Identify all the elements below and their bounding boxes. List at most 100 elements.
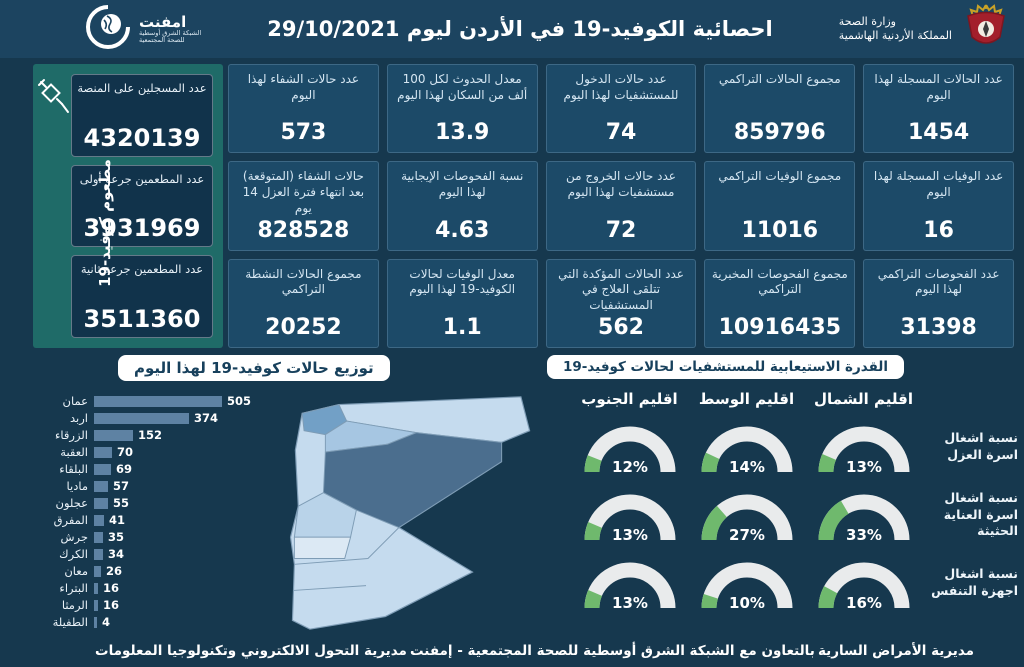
bar-row: الطفيلة 4 xyxy=(10,615,310,629)
vaccination-stat-box: عدد المطعمين جرعة ثانية 3511360 xyxy=(71,255,213,339)
bar xyxy=(94,548,103,560)
vaccination-boxes: عدد المسجلين على المنصة 4320139 عدد المطعم… xyxy=(69,64,223,348)
bar-value: 34 xyxy=(108,547,125,561)
svg-text:13%: 13% xyxy=(612,594,648,612)
stat-card-value: 13.9 xyxy=(435,120,490,146)
stat-card-value: 1.1 xyxy=(442,315,482,340)
bar-row: الكرك 34 xyxy=(10,547,310,561)
gauge-row-label: نسبة اشغال اسرة العناية الحثيثة xyxy=(943,489,1018,539)
vaccination-stat-box: عدد المسجلين على المنصة 4320139 xyxy=(71,74,213,157)
occupancy-gauge: 13% xyxy=(805,416,922,478)
stat-card: نسبة الفحوصات الإيجابية لهذا اليوم 4.63 xyxy=(386,161,538,251)
ministry-text: وزارة الصحة المملكة الأردنية الهاشمية xyxy=(839,15,952,43)
occupancy-gauge: 14% xyxy=(688,416,805,478)
stat-card-label: مجموع الحالات التراكمي xyxy=(718,72,841,86)
svg-text:16%: 16% xyxy=(846,594,882,612)
bar-row: اربد 374 xyxy=(10,411,310,425)
ministry-block: وزارة الصحة المملكة الأردنية الهاشمية xyxy=(839,3,1012,55)
bar-value: 70 xyxy=(117,445,134,459)
svg-text:12%: 12% xyxy=(612,458,648,476)
bar xyxy=(94,514,104,526)
bar xyxy=(94,463,111,475)
bar-row: المفرق 41 xyxy=(10,513,310,527)
hospital-capacity-section: القدرة الاستيعابية للمستشفيات لحالات كوف… xyxy=(546,352,1024,644)
bar-category-label: العقبة xyxy=(60,445,88,459)
stat-card: عدد حالات الدخول للمستشفيات لهذا اليوم 74 xyxy=(545,64,697,154)
vaccination-stat-label: عدد المطعمين جرعة أولى xyxy=(79,171,205,186)
region-madaba xyxy=(293,536,352,559)
bar xyxy=(94,565,101,577)
occupancy-gauge: 33% xyxy=(805,484,922,546)
bar-category-label: الرمثا xyxy=(61,598,88,612)
stat-card-label: عدد حالات الدخول للمستشفيات لهذا اليوم xyxy=(563,72,679,102)
svg-text:10%: 10% xyxy=(729,594,765,612)
header-bar: امفنت الشبكة الشرق أوسطية للصحة المجتمعي… xyxy=(0,0,1024,58)
bar-value: 41 xyxy=(109,513,126,527)
occupancy-gauge: 10% xyxy=(688,552,805,614)
bar xyxy=(94,582,98,594)
emphnet-logo: امفنت الشبكة الشرق أوسطية للصحة المجتمعي… xyxy=(85,4,201,54)
bar-row: عمان 505 xyxy=(10,394,310,408)
bar-category-label: عجلون xyxy=(55,496,88,510)
stat-card-value: 10916435 xyxy=(718,315,842,340)
occupancy-gauge: 13% xyxy=(571,484,688,546)
bar-row: البتراء 16 xyxy=(10,581,310,595)
bar-row: جرش 35 xyxy=(10,530,310,544)
region-tafileh-border xyxy=(293,585,367,591)
stat-card-label: معدل الوفيات لحالات الكوفيد-19 لهذا اليو… xyxy=(409,266,516,297)
stat-card-value: 74 xyxy=(605,120,637,146)
region-header: اقليم الجنوب xyxy=(581,390,678,408)
occupancy-gauge: 12% xyxy=(571,416,688,478)
bar-value: 4 xyxy=(102,615,111,629)
stat-card-label: حالات الشفاء (المتوقعة) بعد انتهاء فترة … xyxy=(242,169,365,215)
vaccination-panel-strip: مطعوم كوفيد-19 xyxy=(33,64,114,348)
governorate-bar-chart: عمان 505 اربد 374 الزرقاء 152 العقبة 70 البلقاء 6… xyxy=(10,394,310,629)
capacity-title: القدرة الاستيعابية للمستشفيات لحالات كوف… xyxy=(546,355,904,379)
region-balqa xyxy=(293,492,357,538)
bar-row: معان 26 xyxy=(10,564,310,578)
svg-text:13%: 13% xyxy=(846,458,882,476)
stat-card: عدد الحالات المؤكدة التي تتلقى العلاج في… xyxy=(545,258,697,348)
occupancy-gauge: 16% xyxy=(805,552,922,614)
report-date: 29/10/2021 xyxy=(267,17,400,41)
stat-card-value: 4.63 xyxy=(435,217,490,243)
svg-text:13%: 13% xyxy=(612,526,648,544)
stat-card: حالات الشفاء (المتوقعة) بعد انتهاء فترة … xyxy=(228,161,379,251)
bar-category-label: المفرق xyxy=(53,513,88,527)
stat-card-value: 16 xyxy=(923,217,954,243)
vaccination-stat-value: 3511360 xyxy=(83,305,201,334)
bar-category-label: معان xyxy=(64,564,88,578)
ministry-name: وزارة الصحة xyxy=(838,15,896,29)
bar-value: 505 xyxy=(227,394,252,408)
footer-left: مديرية التحول الالكتروني وتكنولوجيا المع… xyxy=(95,643,407,659)
stat-card: عدد حالات الخروج من مستشفيات لهذا اليوم 7… xyxy=(545,161,697,251)
bar-value: 35 xyxy=(108,530,125,544)
stat-card-value: 11016 xyxy=(741,217,819,243)
vaccination-stat-value: 4320139 xyxy=(83,123,201,152)
stat-card-label: عدد الحالات المسجلة لهذا اليوم xyxy=(874,72,1003,102)
stat-card-value: 72 xyxy=(605,217,637,243)
stat-card: مجموع الحالات التراكمي 859796 xyxy=(704,64,856,154)
bar-row: العقبة 70 xyxy=(10,445,310,459)
jordan-crest-icon xyxy=(960,3,1012,55)
vaccination-side-label: مطعوم كوفيد-19 xyxy=(96,159,114,287)
stat-card: مجموع الوفيات التراكمي 11016 xyxy=(704,161,856,251)
bar-category-label: جرش xyxy=(60,530,89,544)
stat-card-value: 31398 xyxy=(900,315,977,340)
bar xyxy=(94,480,108,492)
vaccination-stat-label: عدد المسجلين على المنصة xyxy=(77,81,207,95)
gauge-grid: اقليم الشمال اقليم الوسط اقليم الجنوب نسبة … xyxy=(571,390,1018,614)
bar xyxy=(94,446,112,458)
stat-cards-grid: عدد الحالات المسجلة لهذا اليوم 1454 مجموع … xyxy=(228,64,1014,348)
bar-value: 16 xyxy=(103,598,120,612)
bar-value: 26 xyxy=(106,564,123,578)
page-title-text: احصائية الكوفيد-19 في الأردن ليوم xyxy=(406,17,773,41)
distribution-section: توزيع حالات كوفيد-19 لهذا اليوم عمان 505 ا… xyxy=(0,352,560,644)
stat-card-label: مجموع الحالات النشطة التراكمي xyxy=(245,266,362,297)
stat-card: مجموع الحالات النشطة التراكمي 20252 xyxy=(228,258,379,348)
emphnet-logo-text: امفنت الشبكة الشرق أوسطية للصحة المجتمعي… xyxy=(139,14,201,45)
stat-card: معدل الحدوث لكل 100 ألف من السكان لهذا ا… xyxy=(386,64,538,154)
bar-category-label: اربد xyxy=(70,411,88,425)
bar xyxy=(94,616,97,628)
